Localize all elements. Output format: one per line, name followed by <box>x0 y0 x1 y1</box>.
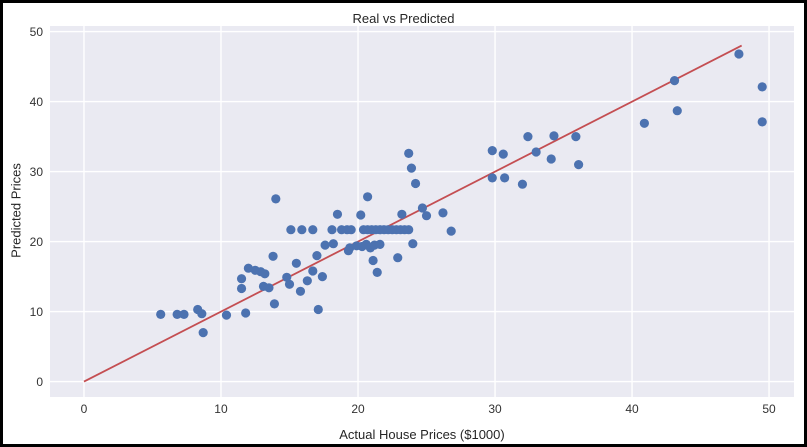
scatter-point <box>320 240 330 250</box>
scatter-point <box>284 279 295 289</box>
scatter-point <box>500 173 510 183</box>
plot-area <box>50 26 794 397</box>
scatter-point <box>268 251 278 261</box>
scatter-point <box>236 274 247 284</box>
scatter-point <box>308 266 318 276</box>
scatter-point <box>332 209 343 219</box>
scatter-point <box>295 286 306 296</box>
scatter-point <box>198 328 208 338</box>
scatter-point <box>669 76 680 86</box>
scatter-point <box>639 118 649 128</box>
scatter-point <box>571 132 581 142</box>
scatter-point <box>236 283 247 294</box>
scatter-point <box>487 173 497 183</box>
scatter-point <box>574 160 584 170</box>
scatter-point <box>408 239 418 249</box>
scatter-point <box>498 149 508 159</box>
scatter-point <box>410 178 421 189</box>
scatter-point <box>172 309 182 319</box>
scatter-point <box>438 208 448 218</box>
scatter-point <box>346 225 356 235</box>
x-tick-label: 30 <box>488 402 502 416</box>
scatter-point <box>291 258 301 268</box>
scatter-point <box>672 106 682 116</box>
scatter-point <box>313 304 323 315</box>
scatter-point <box>197 309 207 319</box>
chart-title: Real vs Predicted <box>352 11 455 26</box>
scatter-point <box>241 308 251 318</box>
x-tick-label: 20 <box>351 402 365 416</box>
scatter-point <box>757 117 767 127</box>
x-tick-label: 40 <box>625 402 639 416</box>
y-axis-label: Predicted Prices <box>8 163 24 258</box>
scatter-point <box>397 209 407 219</box>
scatter-point <box>327 225 337 235</box>
scatter-point <box>404 225 414 235</box>
x-axis-label: Actual House Prices ($1000) <box>339 427 505 442</box>
scatter-point <box>372 267 382 277</box>
scatter-point <box>317 272 327 282</box>
scatter-point <box>312 251 322 261</box>
scatter-point <box>393 253 403 263</box>
scatter-point <box>549 131 559 141</box>
scatter-point <box>375 239 385 249</box>
y-tick-label: 10 <box>29 304 43 319</box>
scatter-point <box>264 283 274 293</box>
scatter-point <box>156 309 166 319</box>
scatter-point <box>404 148 414 158</box>
scatter-point <box>308 225 318 235</box>
scatter-point <box>297 225 307 235</box>
y-tick-label: 20 <box>29 234 43 249</box>
scatter-point <box>417 203 428 213</box>
scatter-point <box>286 225 296 235</box>
scatter-point <box>757 82 767 92</box>
scatter-point <box>356 210 366 220</box>
scatter-point <box>421 211 432 221</box>
x-tick-label: 10 <box>214 402 228 416</box>
scatter-point <box>269 299 280 309</box>
scatter-point <box>406 163 417 173</box>
scatter-point <box>446 226 456 236</box>
x-tick-label: 50 <box>762 402 776 416</box>
scatter-point <box>546 154 556 164</box>
scatter-point <box>271 194 281 204</box>
y-tick-label: 30 <box>29 164 43 179</box>
scatter-point <box>282 272 292 282</box>
scatter-point <box>734 49 744 59</box>
scatter-point <box>523 132 533 142</box>
x-tick-label: 0 <box>80 402 88 416</box>
scatter-point <box>368 255 378 266</box>
scatter-point <box>517 179 528 189</box>
y-tick-label: 40 <box>29 94 43 109</box>
scatter-point <box>531 147 541 157</box>
scatter-plot-canvas <box>50 26 794 397</box>
scatter-point <box>260 269 270 279</box>
y-tick-label: 50 <box>29 24 43 39</box>
y-tick-label: 0 <box>36 374 43 389</box>
identity-line <box>83 44 743 383</box>
scatter-point <box>328 239 338 249</box>
scatter-point <box>179 309 189 319</box>
scatter-point <box>487 146 497 156</box>
scatter-point <box>302 276 312 286</box>
scatter-point <box>221 310 232 320</box>
scatter-point <box>363 192 373 202</box>
